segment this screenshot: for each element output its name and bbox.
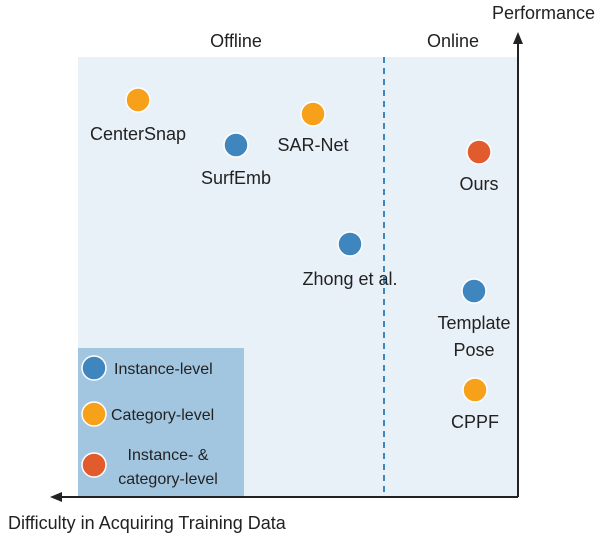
x-axis-label: Difficulty in Acquiring Training Data (8, 513, 287, 533)
legend-label-line2: category-level (118, 471, 218, 488)
legend-marker (81, 355, 107, 381)
point-marker (300, 101, 326, 127)
region-label-online: Online (427, 31, 479, 51)
point-marker (125, 87, 151, 113)
point-sar-net: SAR-Net (277, 101, 349, 155)
point-marker (466, 139, 492, 165)
point-zhong-et-al: Zhong et al. (302, 231, 398, 289)
point-label: Template (437, 313, 510, 333)
legend-label: Instance-level (114, 361, 213, 378)
point-label: Ours (459, 174, 498, 194)
region-label-offline: Offline (210, 31, 262, 51)
legend-label: Instance- & (128, 447, 209, 464)
legend-label: Category-level (111, 407, 214, 424)
point-label: CPPF (451, 412, 499, 432)
point-marker (462, 377, 488, 403)
y-axis-arrowhead (513, 32, 523, 44)
point-label: Zhong et al. (302, 269, 397, 289)
legend-entry-category: Category-level (81, 401, 214, 427)
point-marker (461, 278, 487, 304)
point-label: CenterSnap (90, 124, 186, 144)
point-label: SurfEmb (201, 168, 271, 188)
y-axis-label: Performance (492, 3, 595, 23)
legend-entry-instance: Instance-level (81, 355, 213, 381)
legend-marker (81, 452, 107, 478)
point-marker (337, 231, 363, 257)
point-centersnap: CenterSnap (90, 87, 186, 144)
point-label: SAR-Net (277, 135, 348, 155)
point-surfemb: SurfEmb (201, 132, 271, 188)
point-cppf: CPPF (451, 377, 499, 432)
legend-marker (81, 401, 107, 427)
point-ours: Ours (459, 139, 499, 194)
point-label-line2: Pose (453, 340, 494, 360)
x-axis-arrowhead (50, 492, 62, 502)
legend-entry-both: Instance- & category-level (81, 447, 218, 488)
point-marker (223, 132, 249, 158)
point-template-pose: Template Pose (437, 278, 511, 360)
